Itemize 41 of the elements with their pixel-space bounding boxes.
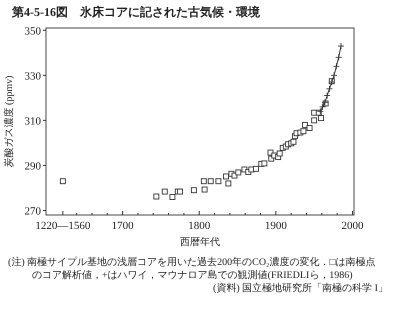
point (324, 92, 331, 100)
point (306, 125, 313, 131)
point (311, 117, 318, 124)
point (60, 178, 66, 184)
point (225, 180, 232, 186)
point (153, 194, 160, 200)
point (252, 166, 259, 172)
x-tick-label: 2000 (341, 220, 364, 232)
text: (資料) 国立極地研究所「南極の科学 I」 (213, 282, 388, 294)
point (169, 194, 176, 200)
point (338, 42, 344, 50)
y-tick-label: 270 (24, 205, 42, 218)
point (326, 85, 333, 92)
chart-title: 第4-5-16図 氷床コアに記された古気候・環境 (11, 5, 261, 19)
point (202, 186, 208, 192)
point (332, 62, 340, 70)
text: (注) 南極サイプル基地の浅層コアを用いた過去200年のCO₂濃度の変化．□は南極点のコア解析値，+はハワイ，マウナロア島での観測値(FRIEDLIら，1986) (8, 256, 376, 281)
y-axis-title: 炭酸ガス濃度 (ppmv) (3, 76, 15, 168)
point (200, 178, 207, 184)
x-tick-label: 1220—1560 (35, 220, 91, 232)
point (290, 138, 296, 145)
y-tick-label: 330 (24, 70, 42, 82)
point (300, 128, 306, 134)
point (302, 122, 308, 128)
point (177, 188, 184, 195)
point (261, 160, 268, 166)
x-tick-label: 1900 (264, 220, 288, 232)
point (276, 150, 283, 156)
x-tick-label: 1700 (112, 220, 134, 232)
x-axis-title: 西暦年代 (180, 236, 220, 248)
y-tick-label: 350 (24, 25, 42, 38)
y-tick-label: 290 (24, 160, 42, 172)
point (330, 72, 338, 79)
point (190, 187, 197, 194)
point (162, 188, 168, 195)
x-tick-label: 1800 (188, 220, 211, 232)
point (318, 115, 324, 122)
y-tick-label: 310 (24, 115, 42, 128)
point (235, 169, 242, 176)
point (335, 54, 342, 61)
point (215, 178, 222, 184)
